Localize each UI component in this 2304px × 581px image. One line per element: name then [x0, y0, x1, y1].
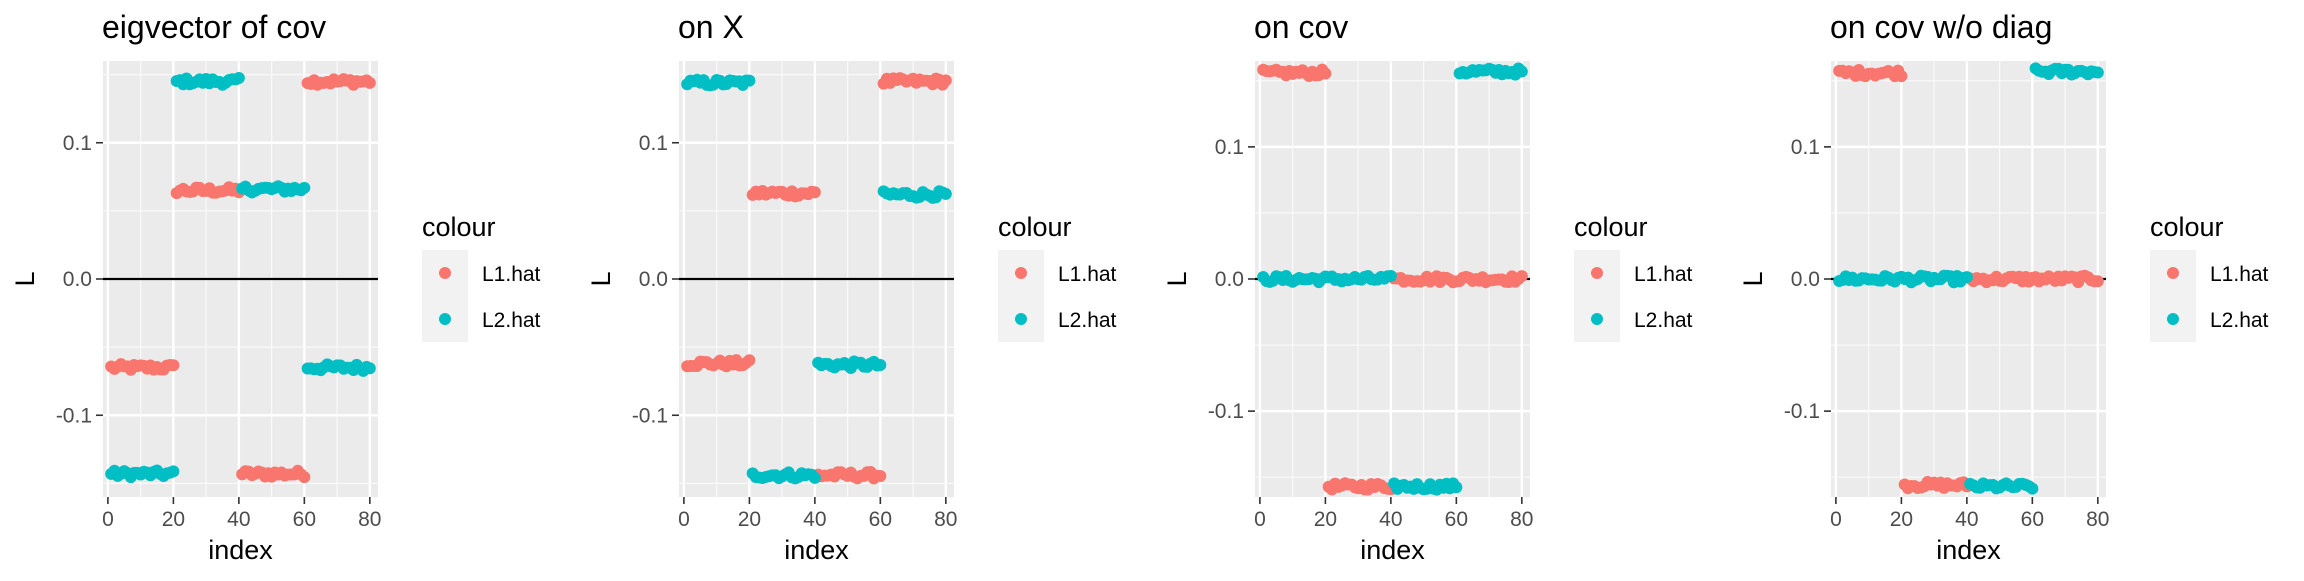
legend-label: L2.hat — [2210, 309, 2269, 332]
x-tick-label: 60 — [2021, 508, 2044, 531]
legend-key-point — [2167, 267, 2179, 279]
x-tick-label: 80 — [2086, 508, 2109, 531]
panel-title: on X — [678, 9, 744, 45]
x-tick-label: 0 — [102, 508, 114, 531]
legend-key-point — [1591, 267, 1603, 279]
legend-label: L1.hat — [482, 263, 541, 286]
x-tick-label: 20 — [1314, 508, 1337, 531]
panel-4: on cov w/o diag 0 20 40 60 80 0.1 0.0 -0.1 index L… — [1738, 9, 2269, 565]
y-tick-label: -0.1 — [1784, 400, 1820, 423]
data-point-l1-hat — [939, 74, 952, 87]
x-tick-label: 60 — [293, 508, 316, 531]
legend: colour L1.hat L2.hat — [2150, 212, 2269, 342]
data-point-l2-hat — [363, 362, 376, 375]
x-tick-label: 20 — [1890, 508, 1913, 531]
y-tick-label: 0.1 — [63, 132, 92, 155]
x-tick-label: 40 — [227, 508, 250, 531]
x-tick-label: 40 — [803, 508, 826, 531]
data-point-l1-hat — [874, 470, 887, 483]
legend-title: colour — [998, 212, 1072, 242]
legend-label: L2.hat — [1058, 309, 1117, 332]
x-tick-label: 60 — [1445, 508, 1468, 531]
legend-label: L1.hat — [2210, 263, 2269, 286]
y-axis-title: L — [1738, 271, 1768, 286]
legend-title: colour — [422, 212, 496, 242]
y-tick-label: -0.1 — [632, 404, 668, 427]
x-tick-label: 40 — [1379, 508, 1402, 531]
legend-key-point — [439, 267, 451, 279]
x-axis-title: index — [1360, 535, 1425, 565]
legend-title: colour — [1574, 212, 1648, 242]
panel-title: on cov w/o diag — [1830, 9, 2052, 45]
x-tick-label: 0 — [1830, 508, 1842, 531]
data-point-l1-hat — [1515, 270, 1528, 283]
x-tick-label: 20 — [162, 508, 185, 531]
data-point-l2-hat — [1960, 271, 1973, 284]
y-tick-label: 0.0 — [1215, 268, 1244, 291]
x-tick-label: 80 — [1510, 508, 1533, 531]
legend-label: L2.hat — [1634, 309, 1693, 332]
y-tick-label: 0.0 — [1791, 268, 1820, 291]
legend-label: L2.hat — [482, 309, 541, 332]
legend: colour L1.hat L2.hat — [1574, 212, 1693, 342]
x-tick-label: 80 — [934, 508, 957, 531]
panel-title: on cov — [1254, 9, 1348, 45]
x-axis-title: index — [784, 535, 849, 565]
y-tick-label: 0.0 — [639, 268, 668, 291]
x-tick-label: 0 — [678, 508, 690, 531]
x-tick-label: 40 — [1955, 508, 1978, 531]
x-axis-title: index — [1936, 535, 2001, 565]
y-tick-label: 0.1 — [1791, 136, 1820, 159]
data-point-l2-hat — [874, 359, 887, 372]
y-tick-label: 0.1 — [639, 132, 668, 155]
data-point-l2-hat — [1384, 269, 1397, 282]
y-axis-title: L — [586, 271, 616, 286]
data-point-l2-hat — [939, 187, 952, 200]
data-point-l1-hat — [2091, 275, 2104, 288]
data-point-l1-hat — [363, 76, 376, 89]
legend-key-point — [1591, 313, 1603, 325]
x-tick-label: 20 — [738, 508, 761, 531]
data-point-l1-hat — [1895, 70, 1908, 83]
x-tick-label: 0 — [1254, 508, 1266, 531]
data-point-l2-hat — [2026, 482, 2039, 495]
data-point-l1-hat — [167, 359, 180, 372]
y-tick-label: -0.1 — [56, 404, 92, 427]
legend-label: L1.hat — [1634, 263, 1693, 286]
y-tick-label: 0.0 — [63, 268, 92, 291]
y-axis-title: L — [10, 271, 40, 286]
y-tick-label: -0.1 — [1208, 400, 1244, 423]
panel-1: eigvector of cov 0 20 40 60 80 0.1 0.0 -0.1 index… — [10, 9, 541, 565]
data-point-l2-hat — [1515, 65, 1528, 78]
data-point-l1-hat — [808, 186, 821, 199]
data-point-l2-hat — [2091, 66, 2104, 79]
data-point-l2-hat — [232, 72, 245, 85]
data-point-l2-hat — [1450, 481, 1463, 494]
x-axis-title: index — [208, 535, 273, 565]
x-tick-label: 60 — [869, 508, 892, 531]
legend-key-point — [2167, 313, 2179, 325]
data-point-l2-hat — [298, 181, 311, 194]
y-axis-title: L — [1162, 271, 1192, 286]
x-tick-label: 80 — [358, 508, 381, 531]
panel-title: eigvector of cov — [102, 9, 326, 45]
legend: colour L1.hat L2.hat — [998, 212, 1117, 342]
legend-label: L1.hat — [1058, 263, 1117, 286]
legend-key-point — [1015, 267, 1027, 279]
data-point-l1-hat — [298, 471, 311, 484]
data-point-l2-hat — [808, 471, 821, 484]
legend: colour L1.hat L2.hat — [422, 212, 541, 342]
legend-key-point — [1015, 313, 1027, 325]
data-point-l2-hat — [167, 465, 180, 478]
data-point-l1-hat — [1319, 67, 1332, 80]
y-tick-label: 0.1 — [1215, 136, 1244, 159]
data-point-l2-hat — [743, 74, 756, 87]
legend-title: colour — [2150, 212, 2224, 242]
data-point-l1-hat — [743, 354, 756, 367]
legend-key-point — [439, 313, 451, 325]
